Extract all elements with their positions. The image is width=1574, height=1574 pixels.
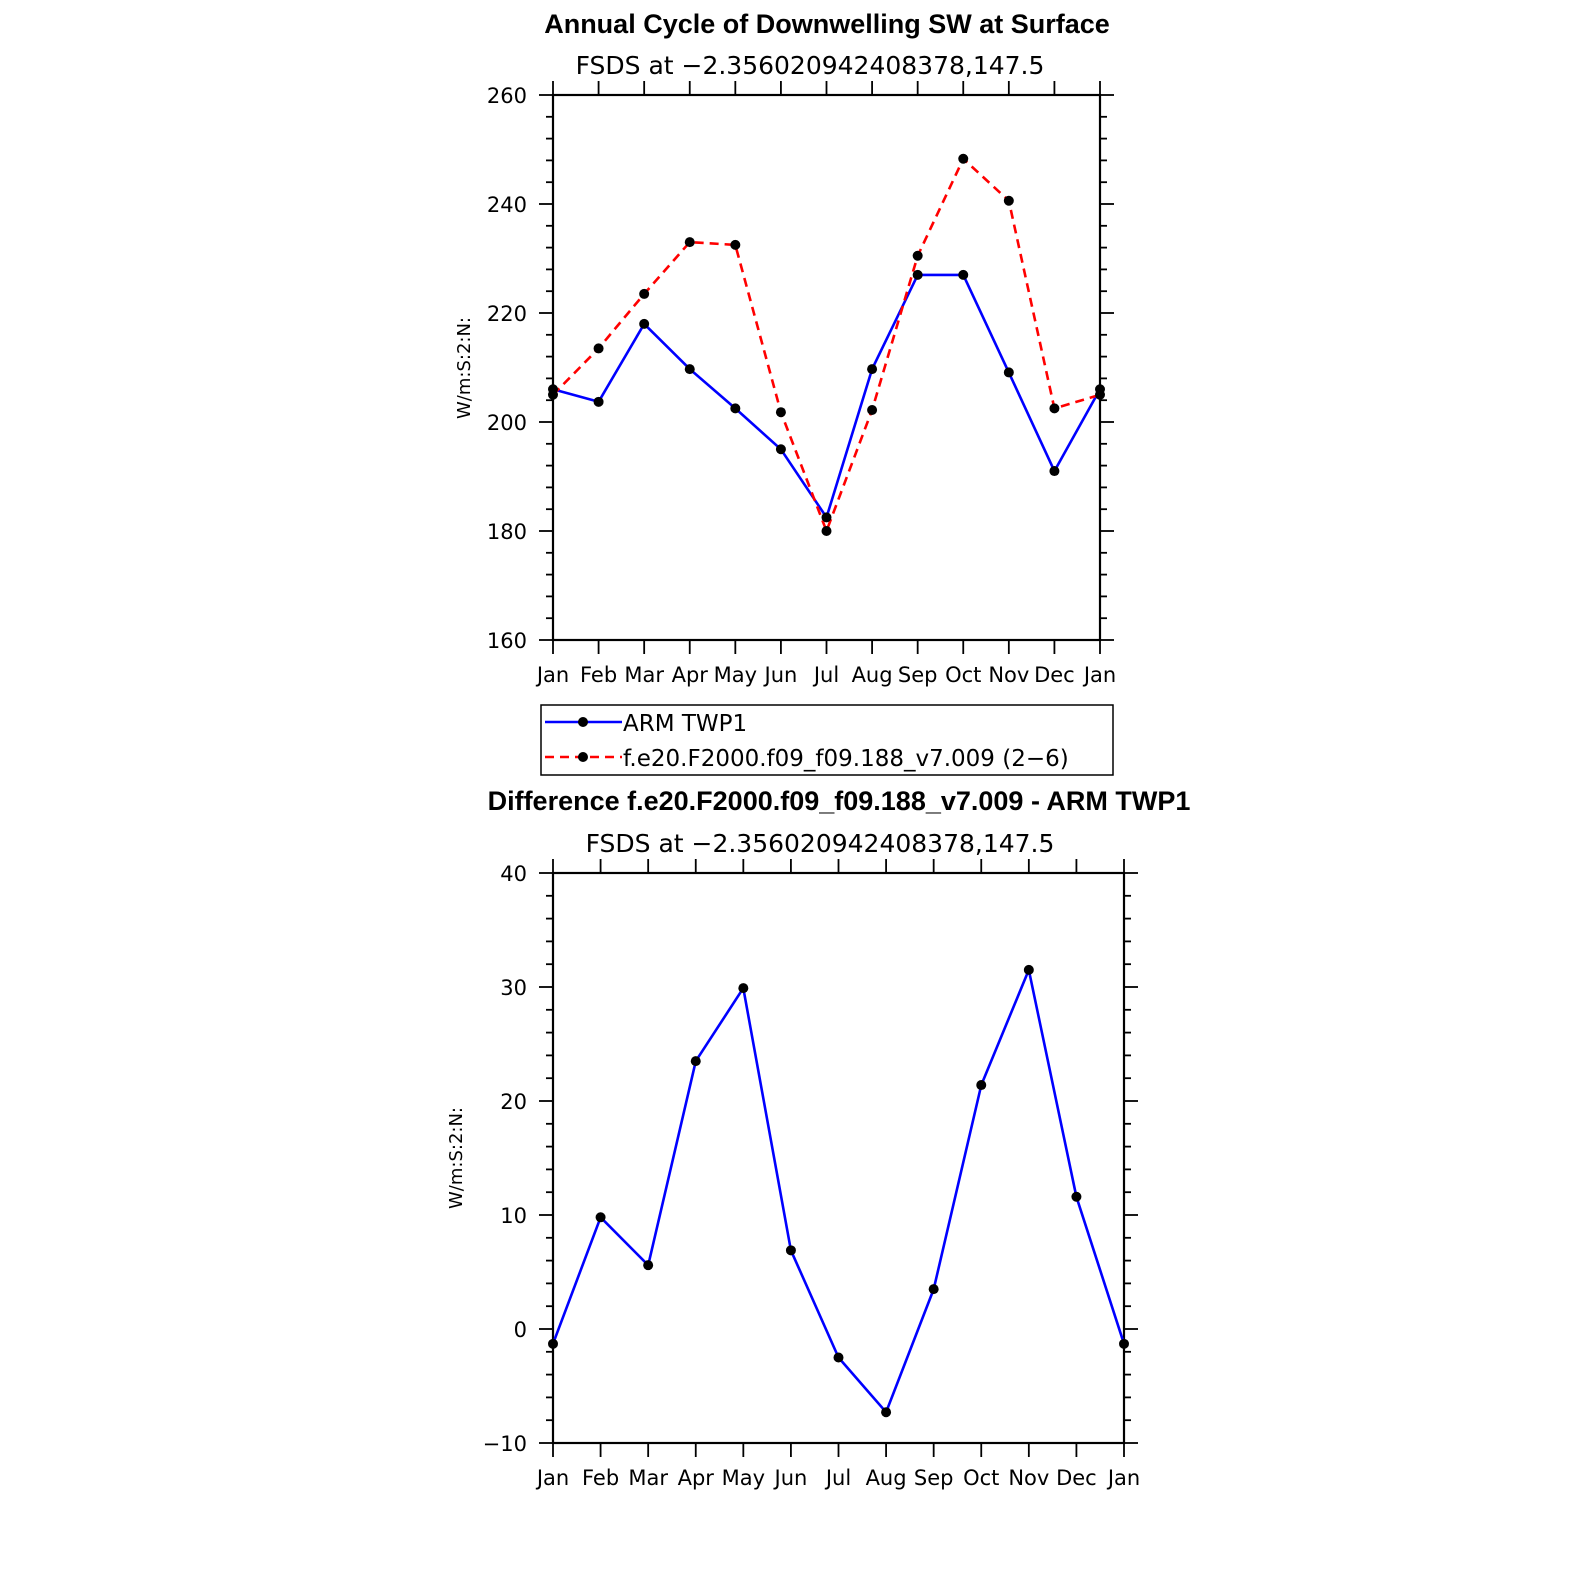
- x-tick-label: Jun: [773, 1466, 808, 1490]
- data-point-1: [684, 237, 695, 248]
- x-tick-label: Mar: [624, 663, 664, 687]
- x-tick-label: Oct: [963, 1466, 999, 1490]
- plot-frame: [551, 93, 1102, 642]
- data-point-0: [976, 1080, 987, 1091]
- data-point-0: [548, 1338, 558, 1349]
- data-point-0: [867, 364, 878, 375]
- legend-label-model: f.e20.F2000.f09_f09.188_v7.009 (2−6): [623, 746, 1069, 772]
- series-line-1: [552, 157, 1101, 533]
- legend-marker-model: [578, 752, 588, 762]
- data-point-1: [867, 405, 878, 416]
- plot-area: −10 0 10 20 30 40 Jan Feb Mar Apr May Jun Jul Aug Sep O…: [483, 859, 1140, 1490]
- x-tick-label: May: [722, 1466, 765, 1490]
- y-tick-label: 40: [500, 862, 527, 886]
- x-tick-label: Jan: [1082, 663, 1116, 687]
- x-tick-label: Feb: [580, 663, 617, 687]
- data-point-0: [593, 396, 604, 407]
- data-point-1: [958, 153, 969, 164]
- x-tick-label: Feb: [582, 1466, 619, 1490]
- y-tick-label: −10: [483, 1432, 527, 1456]
- legend: ARM TWP1 f.e20.F2000.f09_f09.188_v7.009 …: [540, 704, 1114, 776]
- y-axis-label: W/m:S:2:N:: [446, 1107, 467, 1209]
- data-point-0: [912, 269, 923, 280]
- data-point-0: [684, 364, 695, 375]
- series-line-0: [552, 273, 1102, 519]
- x-tick-label: Jul: [824, 1466, 851, 1490]
- data-point-1: [548, 389, 558, 400]
- x-tick-label: Aug: [866, 1466, 907, 1490]
- x-tick-label: Dec: [1056, 1466, 1097, 1490]
- y-tick-label: 260: [487, 84, 527, 108]
- legend-label-arm: ARM TWP1: [623, 711, 747, 737]
- x-tick-label: Apr: [672, 663, 709, 687]
- chart-title: Annual Cycle of Downwelling SW at Surfac…: [544, 9, 1110, 39]
- y-tick-label: 20: [500, 1090, 527, 1114]
- y-tick-label: 160: [487, 629, 527, 653]
- data-point-0: [1119, 1338, 1129, 1349]
- data-point-1: [912, 250, 923, 261]
- data-point-1: [639, 288, 650, 299]
- y-tick-label: 180: [487, 520, 527, 544]
- x-tick-label: Nov: [1008, 1466, 1049, 1490]
- data-point-1: [775, 407, 786, 418]
- x-tick-label: Jan: [535, 1466, 569, 1490]
- x-tick-label: Jul: [812, 663, 839, 687]
- y-axis-label: W/m:S:2:N:: [454, 317, 475, 419]
- x-tick-label: Sep: [898, 663, 938, 687]
- data-point-1: [821, 526, 832, 536]
- chart-subtitle: FSDS at −2.356020942408378,147.5: [576, 51, 1045, 80]
- data-point-0: [958, 269, 969, 280]
- data-point-0: [730, 403, 741, 414]
- data-point-0: [785, 1245, 796, 1256]
- data-point-0: [643, 1260, 654, 1271]
- y-tick-label: 10: [500, 1204, 527, 1228]
- x-tick-label: Dec: [1034, 663, 1075, 687]
- data-point-0: [1049, 466, 1060, 477]
- data-point-0: [1003, 367, 1014, 378]
- difference-chart: Difference f.e20.F2000.f09_f09.188_v7.00…: [446, 786, 1190, 1490]
- chart-subtitle: FSDS at −2.356020942408378,147.5: [586, 829, 1055, 858]
- data-point-0: [881, 1407, 892, 1418]
- chart-title: Difference f.e20.F2000.f09_f09.188_v7.00…: [488, 786, 1191, 816]
- plot-area: 160 180 200 220 240 260 Jan Feb Mar Apr May Jun Jul A…: [487, 81, 1116, 687]
- data-point-0: [1071, 1191, 1082, 1202]
- y-tick-label: 200: [487, 411, 527, 435]
- x-tick-label: Mar: [628, 1466, 668, 1490]
- data-point-0: [833, 1352, 844, 1363]
- data-point-0: [1023, 964, 1034, 975]
- annual-cycle-chart: Annual Cycle of Downwelling SW at Surfac…: [454, 9, 1116, 776]
- data-point-0: [595, 1212, 606, 1223]
- data-point-0: [690, 1056, 701, 1067]
- data-point-1: [1049, 403, 1060, 414]
- x-tick-label: Jun: [763, 663, 798, 687]
- legend-marker-arm: [578, 717, 588, 727]
- y-tick-label: 220: [487, 302, 527, 326]
- data-point-1: [593, 343, 604, 354]
- x-tick-label: Aug: [852, 663, 893, 687]
- data-point-0: [821, 512, 832, 523]
- data-point-1: [1095, 389, 1105, 400]
- data-point-0: [928, 1284, 939, 1295]
- x-tick-label: Apr: [678, 1466, 715, 1490]
- data-point-0: [738, 983, 749, 994]
- x-tick-label: Jan: [535, 663, 569, 687]
- data-point-0: [639, 318, 650, 329]
- y-tick-label: 30: [500, 976, 527, 1000]
- series-line-0: [551, 968, 1126, 1414]
- legend-box: [540, 704, 1114, 776]
- x-tick-label: Jan: [1106, 1466, 1140, 1490]
- y-tick-label: 0: [514, 1318, 527, 1342]
- x-tick-label: Sep: [914, 1466, 954, 1490]
- x-tick-label: May: [714, 663, 757, 687]
- data-point-0: [775, 444, 786, 455]
- data-point-1: [1003, 195, 1014, 206]
- data-point-1: [730, 239, 741, 250]
- y-tick-label: 240: [487, 193, 527, 217]
- x-tick-label: Nov: [988, 663, 1029, 687]
- x-tick-label: Oct: [945, 663, 981, 687]
